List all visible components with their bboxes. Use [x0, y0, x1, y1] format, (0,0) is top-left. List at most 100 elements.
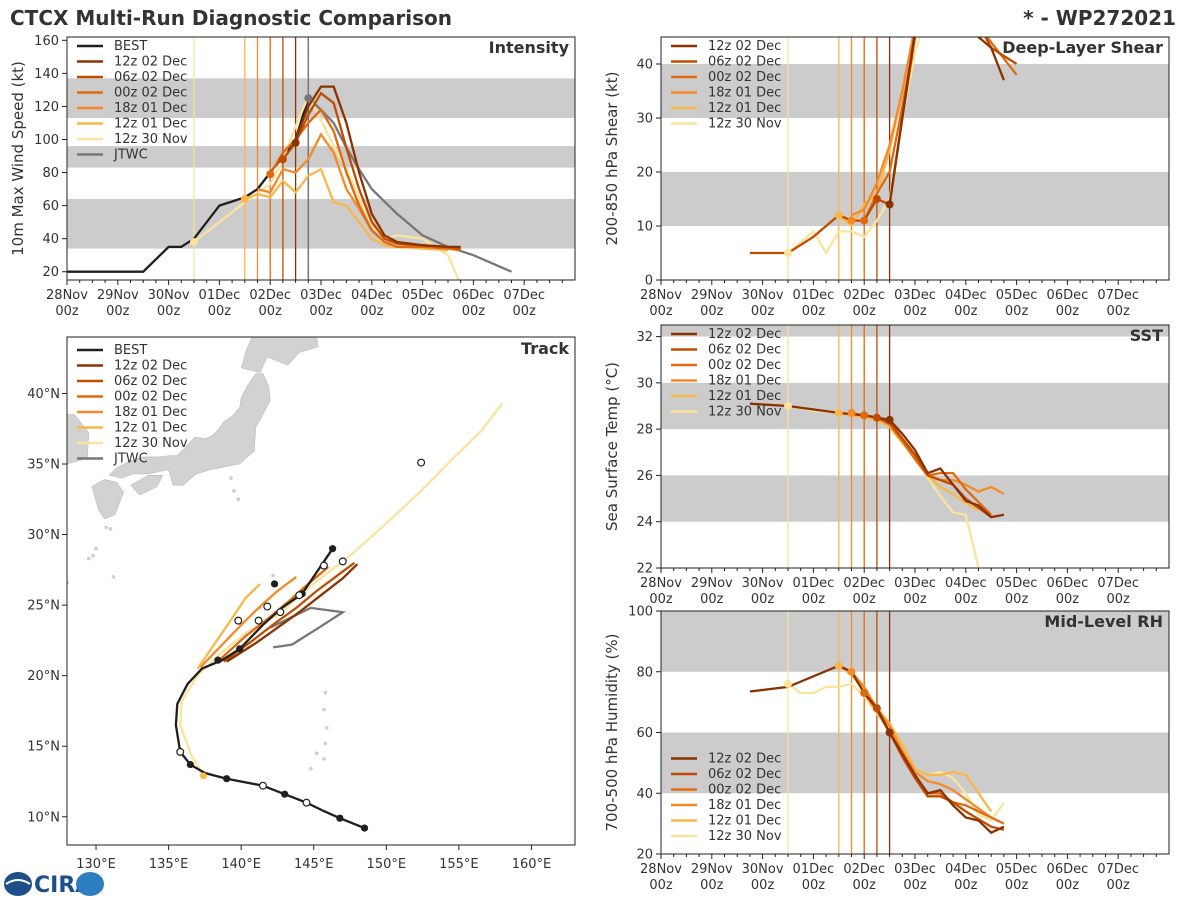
init-point [860, 411, 869, 420]
init-point [847, 216, 856, 225]
x-tick-label: 28Nov [46, 288, 88, 303]
track-point-open [263, 602, 272, 611]
y-tick-label: 10°N [27, 810, 60, 825]
legend-label: JTWC [113, 148, 148, 163]
x-tick-label: 01Dec [199, 288, 241, 303]
legend-label: 18z 01 Dec [708, 86, 781, 101]
x-tick-label: 06Dec [1047, 288, 1089, 303]
init-point [847, 408, 856, 417]
y-tick-label: 140 [34, 67, 59, 82]
best-fix-point [186, 760, 194, 769]
x-tick-label: 29Nov [97, 288, 139, 303]
x-tick-label: 00z [649, 878, 673, 893]
y-tick-label: 20 [636, 166, 653, 181]
x-tick-label: 00z [1056, 304, 1080, 319]
x-tick-label: 06Dec [453, 288, 495, 303]
x-tick-label: 03Dec [894, 862, 936, 877]
x-tick-label: 00z [802, 592, 826, 607]
x-tick-label: 00z [55, 304, 79, 319]
x-tick-label: 04Dec [351, 288, 393, 303]
best-fix-point [236, 645, 244, 653]
x-tick-label: 00z [954, 878, 978, 893]
island [160, 850, 163, 853]
legend-label: 12z 30 Nov [114, 436, 188, 451]
x-tick-label: 00z [700, 592, 724, 607]
best-fix-point [336, 814, 344, 822]
best-fix-point [281, 790, 289, 798]
x-tick-label: 00z [513, 304, 537, 319]
y-tick-label: 32 [636, 330, 653, 345]
x-tick-label: 02Dec [249, 288, 291, 303]
x-tick-label: 00z [853, 878, 877, 893]
x-tick-label: 01Dec [793, 288, 835, 303]
init-point [885, 728, 894, 737]
panel-title: Mid-Level RH [1044, 612, 1163, 631]
x-tick-label: 03Dec [894, 288, 936, 303]
series-line [850, 671, 992, 819]
axes-frame [66, 336, 576, 846]
y-tick-label: 0 [645, 274, 653, 289]
legend-label: 12z 30 Nov [114, 132, 188, 147]
series-line [888, 37, 1005, 205]
best-fix-point [360, 824, 369, 832]
jtwc-point [304, 94, 313, 103]
panel-title: Track [521, 339, 569, 358]
x-tick-label: 00z [853, 304, 877, 319]
x-tick-label: 00z [853, 592, 877, 607]
y-tick-label: 40 [636, 58, 653, 73]
series-line [863, 37, 1018, 222]
panel-title: Intensity [489, 38, 570, 57]
init-point [240, 195, 249, 203]
init-point [784, 679, 792, 688]
x-tick-label: 02Dec [843, 576, 885, 591]
x-tick-label: 00z [954, 592, 978, 607]
y-tick-label: 40 [636, 787, 653, 802]
y-axis-label: 700-500 hPa Humidity (%) [603, 633, 621, 831]
init-point [847, 667, 856, 676]
x-tick-label: 30Nov [742, 576, 784, 591]
init-point [860, 216, 869, 225]
track-jtwc [269, 606, 347, 649]
land-honshu [108, 373, 271, 486]
island [108, 527, 113, 531]
y-tick-label: 28 [636, 423, 653, 438]
logo-globe-icon [4, 872, 32, 896]
legend-label: 06z 02 Dec [708, 343, 781, 358]
island [94, 546, 98, 551]
y-tick-label: 120 [34, 100, 59, 115]
island [271, 573, 275, 578]
y-tick-label: 30°N [27, 528, 60, 543]
y-tick-label: 80 [636, 665, 653, 680]
x-tick-label: 160°E [512, 857, 552, 872]
best-fix-open [176, 747, 185, 756]
legend-label: 18z 01 Dec [708, 374, 781, 389]
shade-band [661, 475, 1169, 522]
series-line [749, 402, 1005, 519]
init-point [872, 195, 881, 203]
land-kyushu [91, 479, 124, 520]
legend-label: 12z 02 Dec [114, 55, 187, 70]
x-tick-label: 155°E [439, 857, 479, 872]
y-axis-label: 10m Max Wind Speed (kt) [9, 61, 27, 256]
track-line [179, 402, 504, 777]
x-tick-label: 01Dec [793, 862, 835, 877]
track-point-open [319, 561, 328, 570]
panel-intensity: 28Nov00z29Nov00z30Nov00z01Dec00z02Dec00z… [9, 34, 576, 319]
x-tick-label: 05Dec [996, 576, 1038, 591]
y-axis-label: Sea Surface Temp (°C) [603, 362, 621, 531]
legend-label: 12z 30 Nov [708, 829, 782, 844]
x-tick-label: 03Dec [894, 576, 936, 591]
init-point [291, 138, 300, 147]
panels-group: 28Nov00z29Nov00z30Nov00z01Dec00z02Dec00z… [9, 34, 1170, 893]
panel-track: 130°E 135°E 140°E 145°E 150°E 155°E 160°E 10°N 1… [27, 336, 576, 872]
x-tick-label: 00z [954, 304, 978, 319]
x-tick-label: 00z [360, 304, 384, 319]
island [309, 767, 313, 771]
x-tick-label: 28Nov [640, 288, 682, 303]
island [86, 556, 91, 561]
shade-band [661, 382, 1169, 430]
x-tick-label: 00z [903, 304, 927, 319]
legend-label: 12z 01 Dec [708, 814, 781, 829]
y-tick-label: 30 [636, 376, 653, 391]
